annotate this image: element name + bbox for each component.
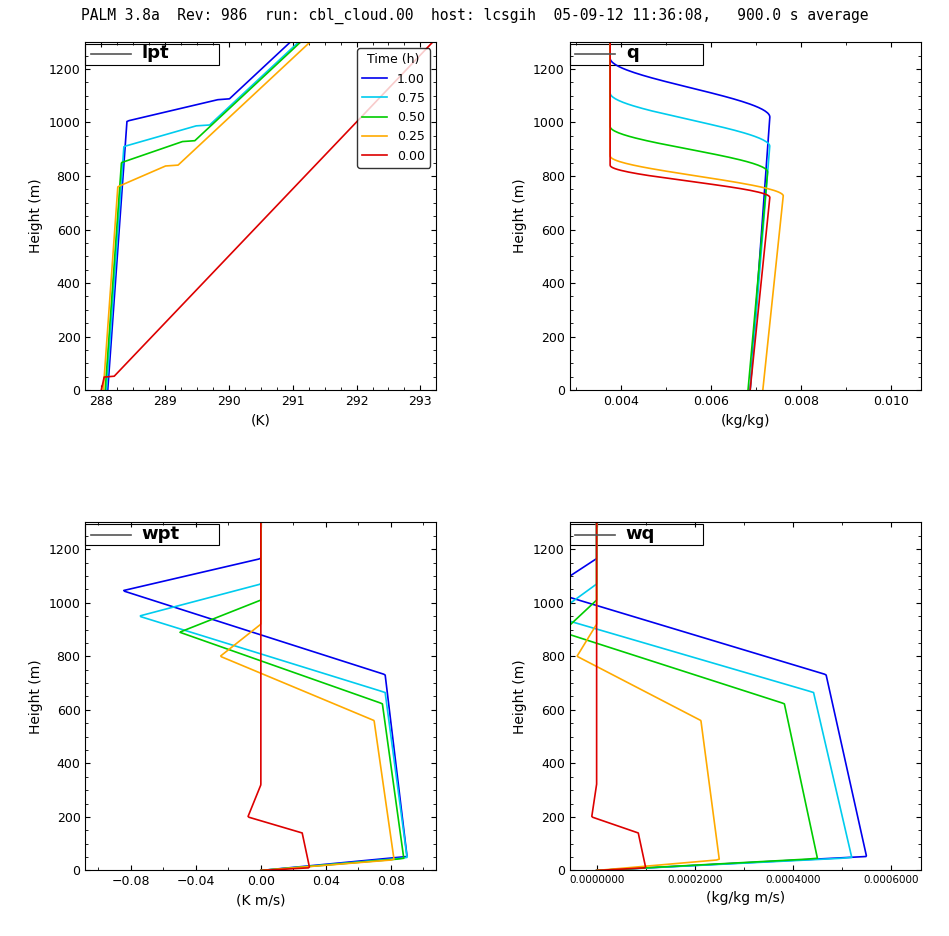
- Y-axis label: Height (m): Height (m): [29, 659, 43, 734]
- X-axis label: (K m/s): (K m/s): [236, 894, 286, 908]
- Bar: [569, 524, 703, 545]
- X-axis label: (kg/kg m/s): (kg/kg m/s): [705, 891, 785, 905]
- Text: wq: wq: [625, 524, 655, 543]
- Text: lpt: lpt: [141, 44, 169, 63]
- Bar: [85, 524, 219, 545]
- Y-axis label: Height (m): Height (m): [513, 179, 528, 254]
- Bar: [85, 44, 219, 65]
- Text: wpt: wpt: [141, 524, 179, 543]
- Y-axis label: Height (m): Height (m): [513, 659, 528, 734]
- Text: q: q: [625, 44, 639, 63]
- Bar: [569, 44, 703, 65]
- Legend: 1.00, 0.75, 0.50, 0.25, 0.00: 1.00, 0.75, 0.50, 0.25, 0.00: [357, 49, 430, 168]
- Text: PALM 3.8a  Rev: 986  run: cbl_cloud.00  host: lcsgih  05-09-12 11:36:08,   900.0: PALM 3.8a Rev: 986 run: cbl_cloud.00 hos…: [81, 7, 868, 23]
- Y-axis label: Height (m): Height (m): [29, 179, 43, 254]
- X-axis label: (kg/kg): (kg/kg): [720, 414, 770, 428]
- X-axis label: (K): (K): [251, 414, 270, 428]
